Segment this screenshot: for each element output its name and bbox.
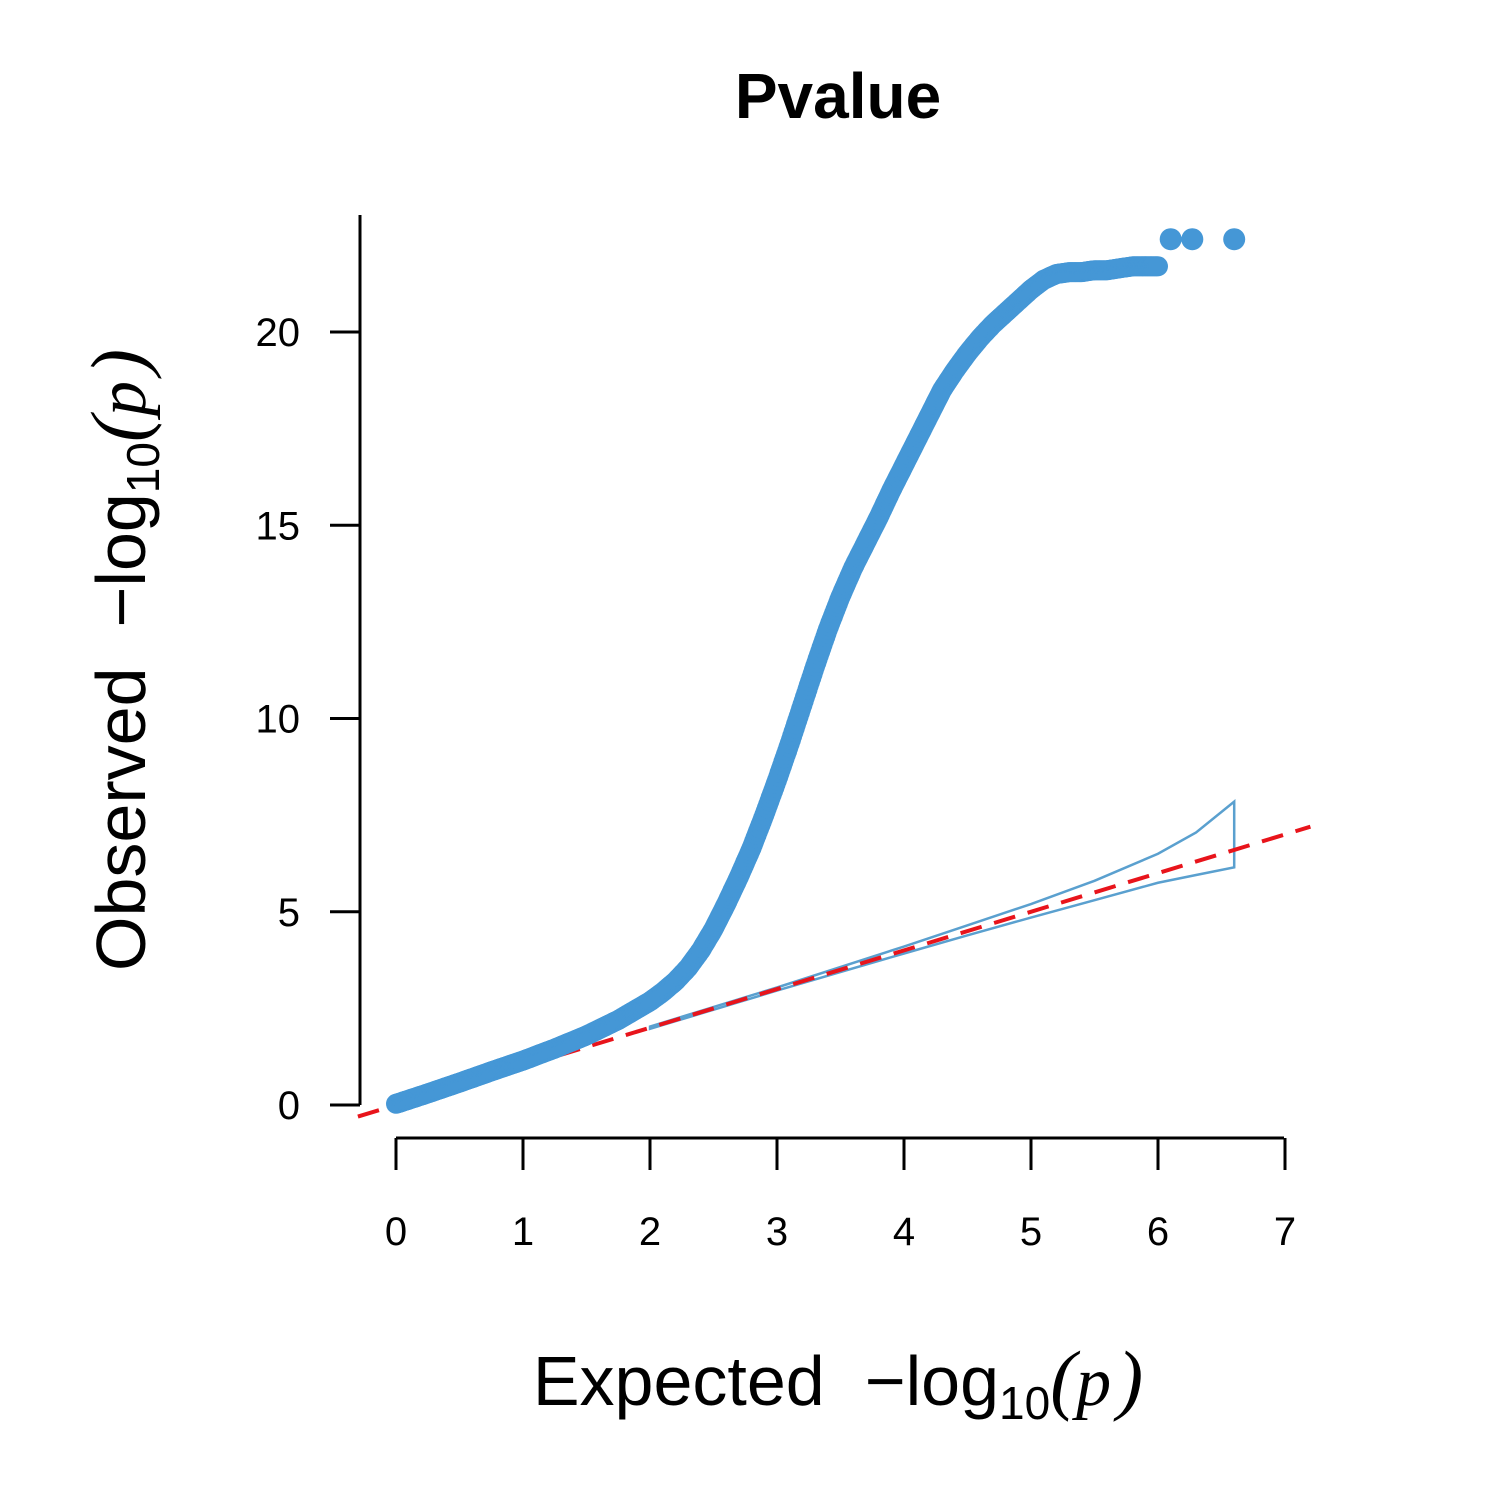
x-tick-label: 1: [512, 1210, 534, 1254]
x-axis-ticks: 0 1 2 3 4 5 6 7: [385, 1138, 1296, 1254]
y-axis-title-subscript: 10: [117, 442, 169, 493]
data-point: [1148, 256, 1168, 277]
x-tick-label: 0: [385, 1210, 407, 1254]
x-axis-title-prefix: −log: [865, 1342, 999, 1420]
y-axis-ticks: 0 5 10 15 20: [256, 311, 360, 1128]
y-tick-label: 20: [256, 311, 301, 355]
x-tick-label: 7: [1274, 1210, 1296, 1254]
y-axis-title-close-paren: ): [75, 349, 162, 379]
confidence-band-layer: [648, 798, 1236, 1031]
x-tick-label: 5: [1020, 1210, 1042, 1254]
reference-line: [357, 824, 1311, 1119]
y-axis-title-open-paren: (: [75, 412, 162, 442]
reference-line-layer: [357, 824, 1311, 1119]
y-tick-label: 5: [278, 891, 300, 935]
plot-area: [357, 228, 1311, 1119]
y-axis-title: Observed −log10(p): [75, 349, 169, 971]
x-axis-title: Expected −log10(p): [533, 1335, 1143, 1429]
x-tick-label: 4: [893, 1210, 915, 1254]
x-tick-label: 2: [639, 1210, 661, 1254]
x-axis-title-text: Expected: [533, 1342, 825, 1420]
data-point: [1223, 228, 1246, 251]
x-axis-title-open-paren: (: [1050, 1335, 1080, 1422]
y-axis-title-text: Observed: [82, 667, 160, 970]
data-point: [1159, 228, 1182, 251]
x-axis-title-subscript: 10: [999, 1377, 1050, 1429]
data-point: [1181, 228, 1204, 251]
y-tick-label: 10: [256, 698, 301, 742]
confidence-band: [648, 798, 1236, 1031]
points-layer: [386, 228, 1246, 1114]
y-axis-title-variable: p: [84, 381, 161, 421]
chart-title: Pvalue: [735, 60, 941, 132]
x-tick-label: 3: [766, 1210, 788, 1254]
x-axis-title-close-paren: ): [1113, 1335, 1143, 1422]
y-tick-label: 0: [278, 1084, 300, 1128]
y-tick-label: 15: [256, 504, 301, 548]
y-axis-title-prefix: −log: [82, 493, 160, 627]
x-tick-label: 6: [1147, 1210, 1169, 1254]
x-axis-title-variable: p: [1071, 1344, 1111, 1421]
